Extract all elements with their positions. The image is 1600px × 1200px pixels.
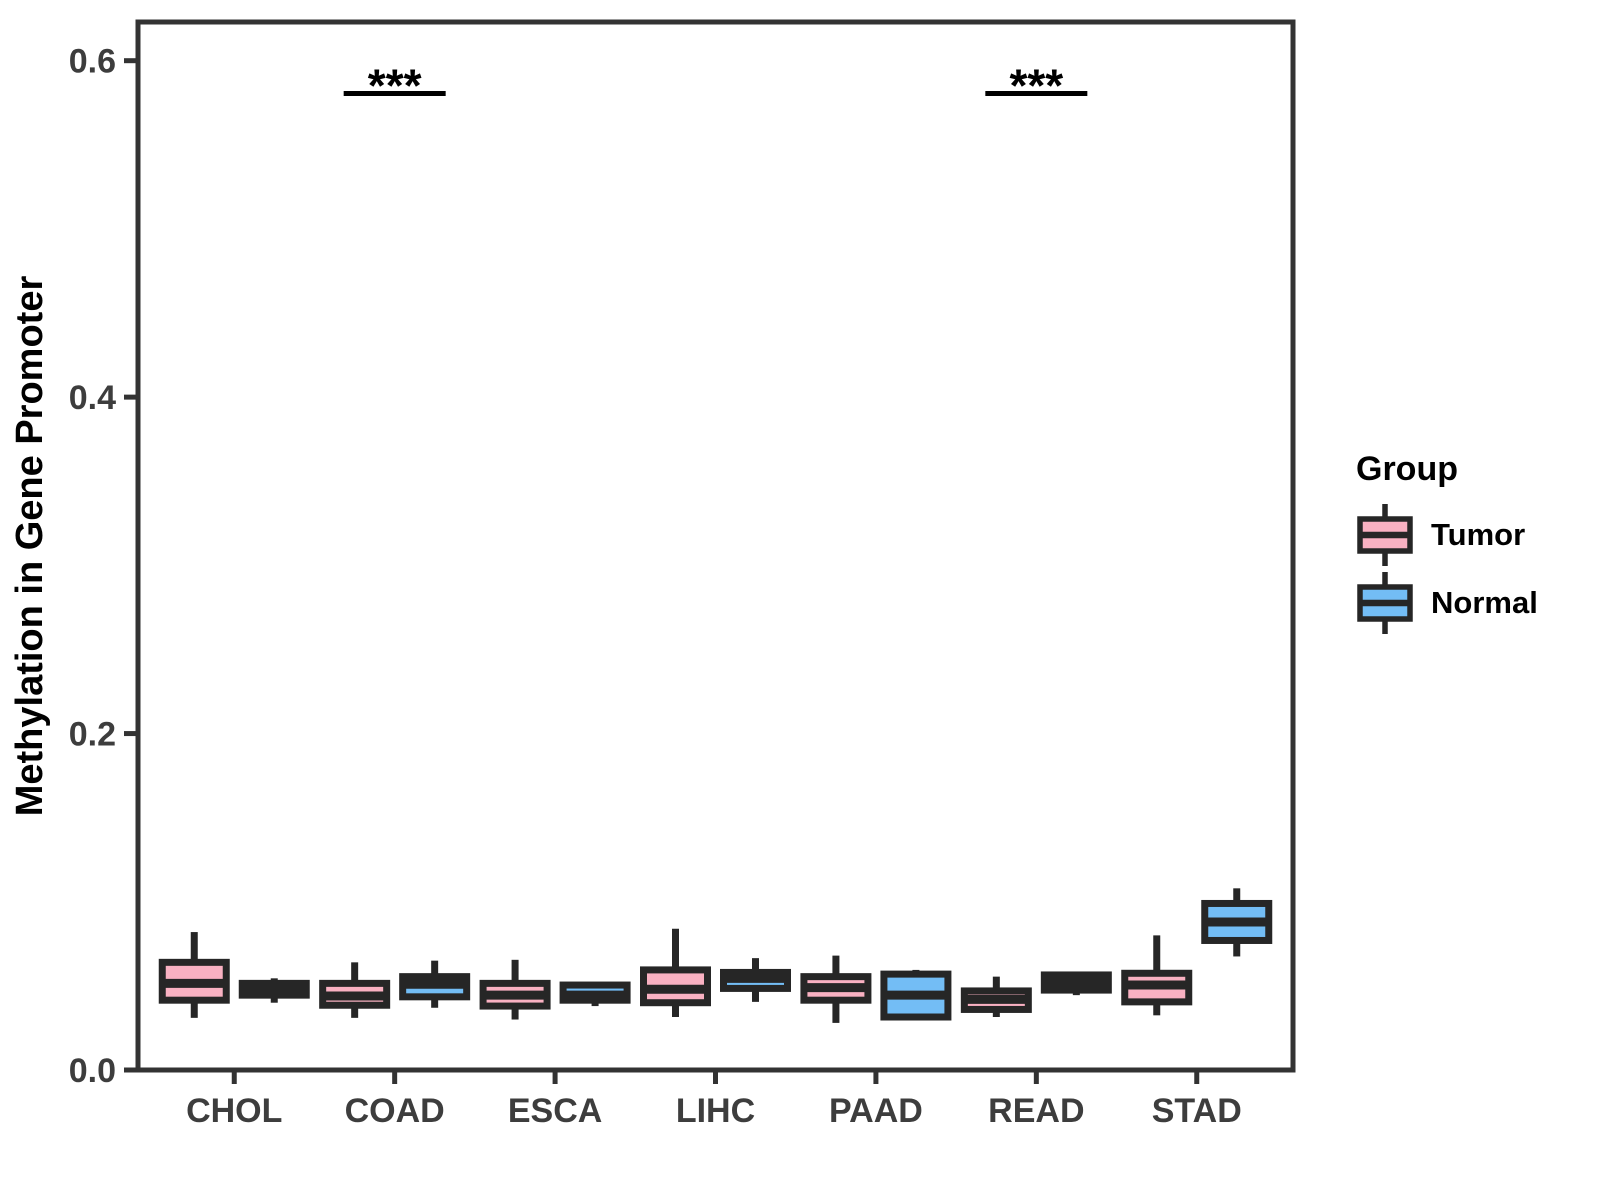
y-axis-title: Methylation in Gene Promoter [9, 276, 51, 817]
tumor-boxplot-key-icon [1357, 504, 1413, 566]
legend-label-normal: Normal [1431, 585, 1538, 620]
legend-title: Group [1356, 450, 1458, 488]
x-tick-label-lihc: LIHC [676, 1092, 755, 1130]
normal-boxplot-key-icon [1357, 572, 1413, 634]
panel-border [135, 19, 1296, 1073]
significance-stars-read: *** [1009, 59, 1063, 111]
y-tick-label: 0.2 [69, 716, 116, 754]
x-tick-label-chol: CHOL [186, 1092, 282, 1130]
y-tick-label: 0.0 [69, 1052, 116, 1090]
legend-label-tumor: Tumor [1431, 517, 1526, 552]
y-tick-label: 0.6 [69, 43, 116, 81]
legend-entry-tumor: Tumor [1356, 501, 1538, 569]
legend: Group Tumor Normal [1356, 450, 1538, 637]
x-tick-label-stad: STAD [1152, 1092, 1242, 1130]
x-tick-label-paad: PAAD [829, 1092, 923, 1130]
x-tick-label-read: READ [988, 1092, 1084, 1130]
legend-entry-normal: Normal [1356, 569, 1538, 637]
x-tick-label-coad: COAD [345, 1092, 445, 1130]
x-tick-label-esca: ESCA [508, 1092, 602, 1130]
y-tick-label: 0.4 [69, 379, 116, 417]
significance-stars-coad: *** [368, 59, 422, 111]
